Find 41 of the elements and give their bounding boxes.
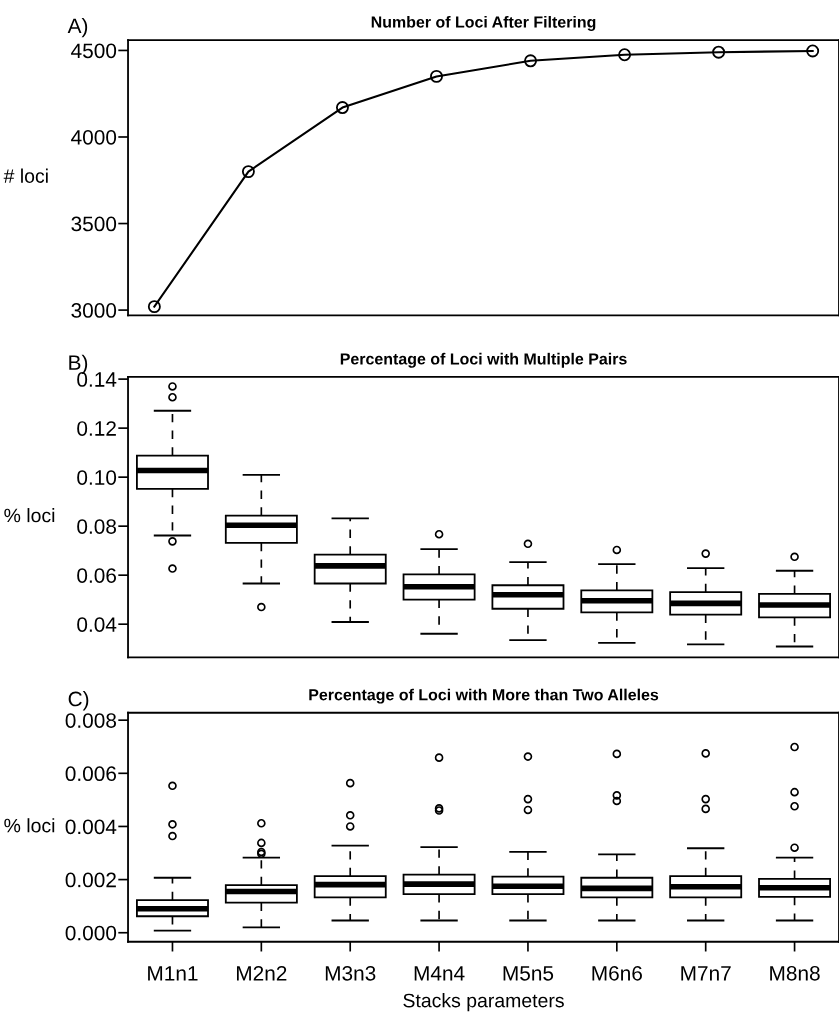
point: [147, 300, 161, 314]
y-tick-label: 0.000: [65, 925, 117, 941]
y-tick-label: 0.12: [77, 421, 116, 436]
y-tick-label: 0.14: [77, 372, 117, 387]
x-tick-label: M1n1: [148, 966, 198, 981]
point: [335, 101, 349, 115]
point: [806, 44, 820, 58]
point: [618, 48, 632, 62]
chart-title: Percentage of Loci with More than Two Alleles: [309, 688, 659, 704]
y-tick-label: 0.008: [65, 713, 117, 728]
x-axis-title: Stacks parameters: [403, 993, 564, 1012]
y-axis-title: % loci: [4, 508, 55, 523]
x-tick-label: M5n5: [503, 966, 554, 981]
x-tick-label: M6n6: [592, 965, 642, 981]
point: [524, 54, 537, 68]
point: [430, 69, 443, 83]
x-tick-label: M8n8: [770, 965, 820, 981]
y-tick-label: 0.002: [65, 872, 116, 888]
x-tick-label: M2n2: [236, 965, 287, 981]
y-tick-label: 4000: [71, 129, 117, 145]
y-tick-label: 4500: [71, 43, 117, 59]
chart-title: Percentage of Loci with Multiple Pairs: [340, 352, 627, 368]
chart-title: Number of Loci After Filtering: [371, 15, 596, 31]
point: [712, 45, 726, 59]
x-tick-label: M4n4: [414, 966, 465, 981]
y-axis-title: # loci: [3, 168, 48, 183]
y-axis-title: % loci: [4, 818, 55, 833]
y-tick-label: 0.08: [77, 519, 117, 534]
text: A): [67, 17, 88, 38]
y-tick-label: 3500: [71, 216, 117, 232]
y-tick-label: 0.004: [65, 819, 117, 835]
text: C): [68, 691, 89, 711]
y-tick-label: 0.04: [77, 617, 117, 632]
y-tick-label: 0.10: [77, 470, 117, 485]
x-tick-label: M7n7: [681, 966, 731, 981]
y-tick-label: 0.06: [77, 568, 117, 583]
y-tick-label: 0.006: [65, 766, 117, 782]
point: [241, 165, 255, 179]
y-tick-label: 3000: [71, 303, 117, 318]
x-tick-label: M3n3: [325, 965, 376, 981]
text: B): [69, 354, 88, 375]
